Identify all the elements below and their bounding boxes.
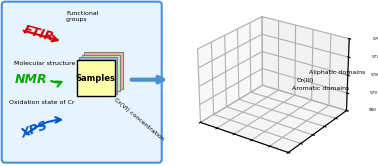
Text: NMR: NMR (15, 73, 48, 86)
FancyBboxPatch shape (76, 60, 115, 96)
Text: Oxidation state of Cr: Oxidation state of Cr (9, 100, 74, 105)
Text: Samples: Samples (76, 74, 116, 83)
FancyBboxPatch shape (82, 55, 120, 91)
Text: Cr(VI) concentration: Cr(VI) concentration (113, 97, 165, 142)
Text: Functional
groups: Functional groups (66, 11, 99, 22)
FancyBboxPatch shape (79, 57, 117, 94)
FancyBboxPatch shape (84, 52, 122, 89)
Text: FTIR: FTIR (22, 23, 55, 43)
Text: XPS: XPS (20, 119, 50, 140)
FancyBboxPatch shape (76, 60, 115, 96)
FancyBboxPatch shape (2, 2, 162, 163)
Text: Molecular structure: Molecular structure (14, 61, 75, 66)
